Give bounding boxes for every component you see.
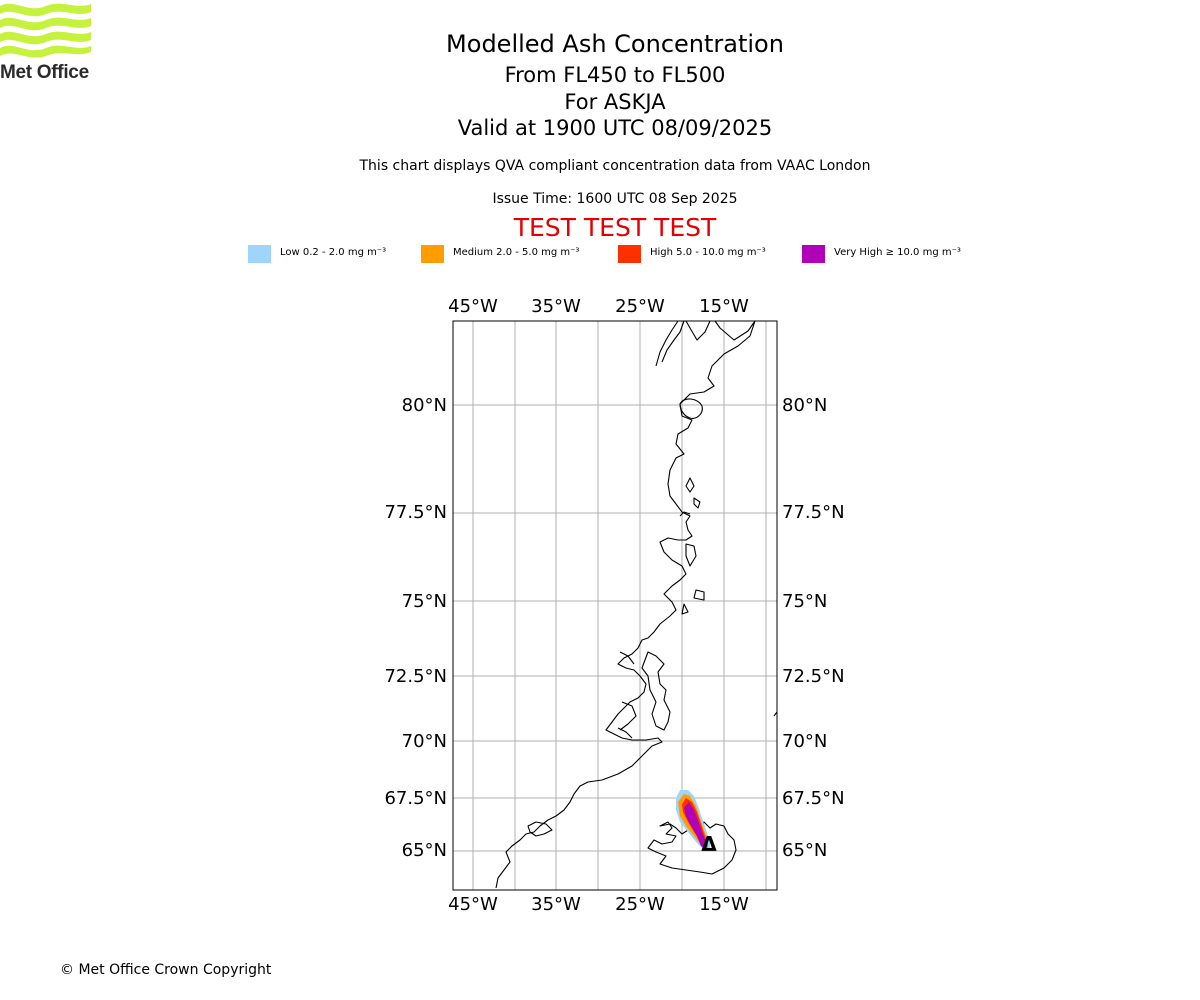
legend-label-very-high: Very High ≥ 10.0 mg m⁻³ [834,247,961,258]
legend-swatch-high [618,245,641,263]
lon-label-bottom-35w: 35°W [531,894,581,915]
met-office-logo-text: Met Office [0,62,89,83]
lat-label-right-80n: 80°N [782,395,827,416]
valid-time: Valid at 1900 UTC 08/09/2025 [457,116,773,140]
lon-label-top-45w: 45°W [448,296,498,317]
lon-label-bottom-45w: 45°W [448,894,498,915]
lat-label-right-75n: 75°N [782,591,827,612]
lat-label-left-80n: 80°N [402,395,447,416]
lat-label-right-77-5n: 77.5°N [782,502,845,523]
ash-plume [676,790,710,850]
lat-label-left-75n: 75°N [402,591,447,612]
map-gridlines [453,321,777,890]
lon-label-bottom-25w: 25°W [615,894,665,915]
chart-description: This chart displays QVA compliant concen… [359,158,871,174]
lon-label-bottom-15w: 15°W [699,894,749,915]
map-frame [452,320,778,891]
volcano-name: For ASKJA [564,90,666,114]
legend-label-medium: Medium 2.0 - 5.0 mg m⁻³ [453,247,580,258]
legend-swatch-very-high [802,245,825,263]
legend-swatch-low [248,245,271,263]
lat-label-right-70n: 70°N [782,731,827,752]
lon-label-top-35w: 35°W [531,296,581,317]
met-office-logo: Met Office [0,0,95,83]
volcano-marker-icon: Δ [701,832,717,856]
flight-level-range: From FL450 to FL500 [504,63,726,87]
lat-label-left-67-5n: 67.5°N [384,788,447,809]
lat-label-left-65n: 65°N [402,840,447,861]
copyright-notice: © Met Office Crown Copyright [60,962,272,978]
chart-title: Modelled Ash Concentration [446,30,784,58]
issue-time: Issue Time: 1600 UTC 08 Sep 2025 [492,191,738,207]
lon-label-top-25w: 25°W [615,296,665,317]
lat-label-right-72-5n: 72.5°N [782,666,845,687]
ash-very-high [684,802,707,850]
test-banner: TEST TEST TEST [513,213,717,242]
lon-label-top-15w: 15°W [699,296,749,317]
legend-label-high: High 5.0 - 10.0 mg m⁻³ [650,247,766,258]
lat-label-left-72-5n: 72.5°N [384,666,447,687]
lat-label-right-65n: 65°N [782,840,827,861]
greenland-coastline [495,320,778,889]
lat-label-left-70n: 70°N [402,731,447,752]
lat-label-right-67-5n: 67.5°N [782,788,845,809]
lat-label-left-77-5n: 77.5°N [384,502,447,523]
met-office-wave-icon [0,3,91,58]
legend-label-low: Low 0.2 - 2.0 mg m⁻³ [280,247,387,258]
legend-swatch-medium [421,245,444,263]
